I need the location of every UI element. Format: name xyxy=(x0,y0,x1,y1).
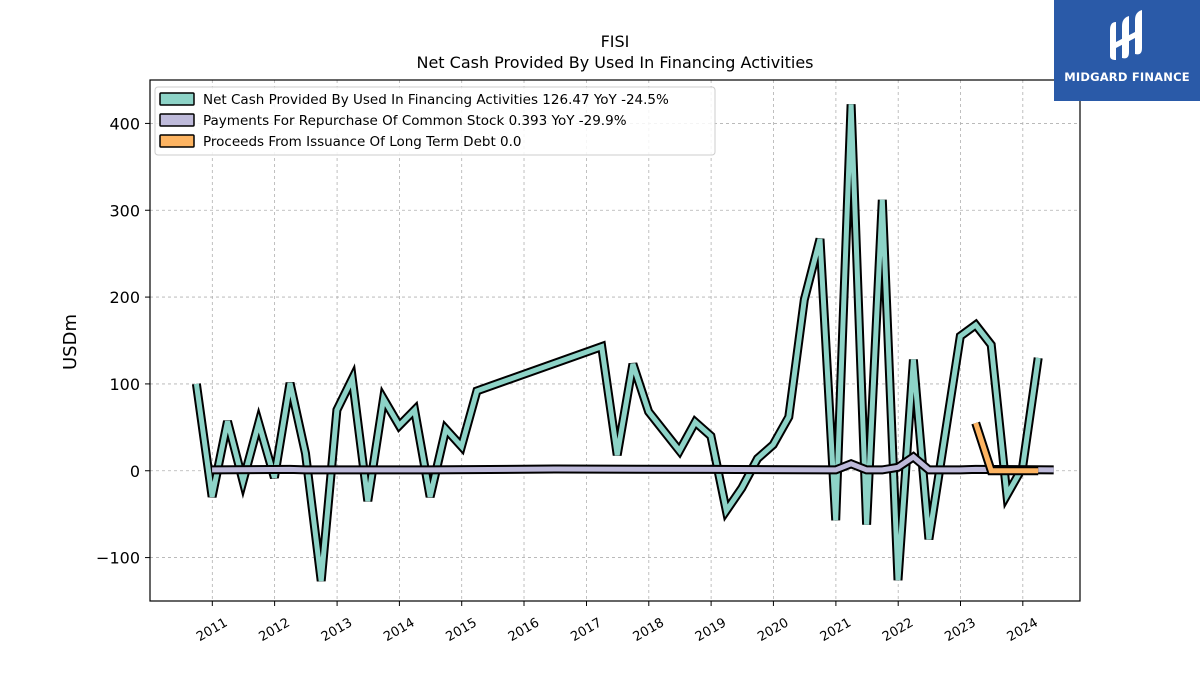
x-tick-label: 2023 xyxy=(942,615,978,645)
series-repurchase-line xyxy=(212,451,1054,475)
legend: Net Cash Provided By Used In Financing A… xyxy=(154,86,716,156)
legend-swatch-net-cash xyxy=(159,92,195,106)
x-axis: 2011 2012 2013 2014 2015 2016 2017 2018 2019 2020… xyxy=(194,601,1041,645)
x-tick-label: 2019 xyxy=(693,615,729,645)
legend-swatch-debt xyxy=(159,134,195,148)
y-axis-label: USDm xyxy=(60,314,81,370)
legend-label-repurchase: Payments For Repurchase Of Common Stock … xyxy=(203,113,627,129)
series-repurchase-line-stroke xyxy=(212,453,1054,473)
logo-mark-icon xyxy=(1110,10,1142,60)
y-tick-label: 400 xyxy=(109,114,140,133)
series-net-cash-line-outline xyxy=(191,104,1043,582)
legend-label-debt: Proceeds From Issuance Of Long Term Debt… xyxy=(203,134,522,150)
legend-label-net-cash: Net Cash Provided By Used In Financing A… xyxy=(203,92,669,108)
x-tick-label: 2022 xyxy=(880,615,916,645)
x-tick-label: 2011 xyxy=(194,615,230,645)
y-tick-label: 100 xyxy=(109,375,140,394)
y-tick-label: 200 xyxy=(109,288,140,307)
x-tick-label: 2015 xyxy=(444,615,480,645)
chart-title: FISI xyxy=(601,32,630,51)
y-tick-label: −100 xyxy=(96,549,140,568)
chart-subtitle: Net Cash Provided By Used In Financing A… xyxy=(416,53,813,72)
plot-frame xyxy=(149,79,1081,602)
y-tick-label: 300 xyxy=(109,201,140,220)
x-tick-label: 2021 xyxy=(818,615,854,645)
y-tick-label: 0 xyxy=(130,462,140,481)
x-tick-label: 2017 xyxy=(568,615,604,645)
x-tick-label: 2012 xyxy=(256,615,292,645)
brand-logo: MIDGARD FINANCE xyxy=(1054,0,1200,101)
x-tick-label: 2013 xyxy=(319,615,355,645)
series-debt-line xyxy=(971,421,1039,476)
legend-swatch-repurchase xyxy=(159,113,195,127)
x-tick-label: 2024 xyxy=(1005,615,1041,645)
x-tick-label: 2014 xyxy=(381,615,417,645)
series-net-cash-line-stroke xyxy=(193,104,1041,582)
x-tick-label: 2016 xyxy=(506,615,542,645)
x-tick-label: 2018 xyxy=(631,615,667,645)
y-axis: −100 0 100 200 300 400 xyxy=(96,114,150,568)
grid xyxy=(150,80,1080,601)
series-layer xyxy=(191,104,1054,582)
x-tick-label: 2020 xyxy=(755,615,791,645)
legend-box xyxy=(154,86,716,156)
logo-text: MIDGARD FINANCE xyxy=(1064,70,1190,84)
series-net-cash-line xyxy=(191,104,1043,582)
